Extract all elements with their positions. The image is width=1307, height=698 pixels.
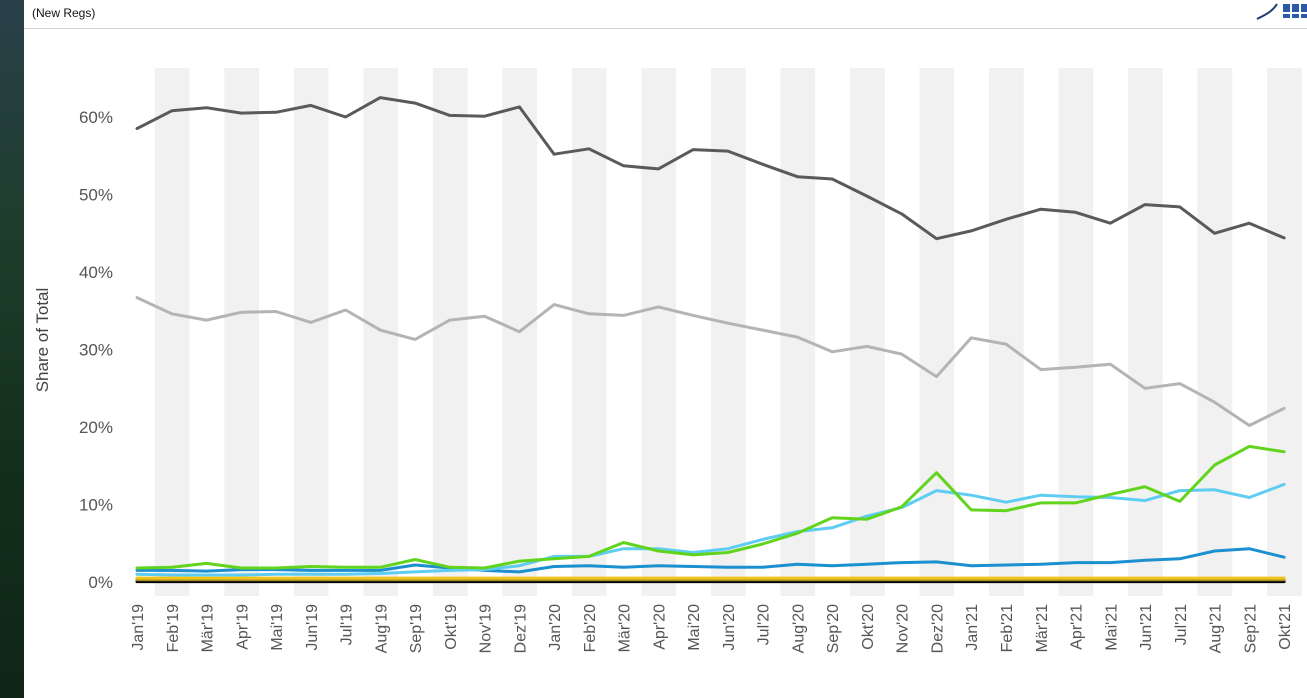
x-tick-label: Feb'21 (999, 604, 1016, 653)
series-line (135, 296, 1286, 427)
y-tick-label: 30% (79, 341, 113, 360)
series-line (135, 547, 1286, 574)
x-tick-label: Sep'20 (825, 604, 842, 653)
x-tick-label: Okt'20 (860, 604, 877, 650)
x-tick-label: Okt'21 (1277, 604, 1294, 650)
x-tick-label: Aug'20 (790, 604, 807, 653)
x-tick-label: Jul'19 (339, 604, 356, 645)
column-band (849, 68, 885, 596)
x-tick-label: Jun'19 (304, 604, 321, 651)
x-tick-label: Aug'21 (1208, 604, 1225, 653)
x-tick-label: Aug'19 (373, 604, 390, 653)
x-tick-label: Mai'19 (269, 604, 286, 651)
x-tick-label: Feb'20 (582, 604, 599, 653)
column-band (1267, 68, 1302, 596)
x-tick-label: Dez'19 (512, 604, 529, 653)
column-band (1128, 68, 1163, 596)
y-tick-label: 40% (79, 263, 113, 282)
x-tick-label: Jun'20 (721, 604, 738, 651)
chart-header: (New Regs) (24, 0, 1307, 29)
background-strip (0, 0, 24, 698)
x-tick-label: Mai'20 (686, 604, 703, 651)
x-tick-label: Okt'19 (443, 604, 460, 650)
x-tick-label: Feb'19 (165, 604, 182, 653)
x-tick-label: Mär'19 (200, 604, 217, 653)
x-tick-label: Apr'21 (1069, 604, 1086, 650)
y-tick-label: 10% (79, 496, 113, 515)
column-band (641, 68, 677, 596)
column-band (154, 68, 190, 596)
x-tick-label: Sep'19 (408, 604, 425, 653)
series-line (135, 96, 1286, 241)
x-tick-label: Jan'19 (130, 604, 147, 651)
x-tick-label: Mär'21 (1034, 604, 1051, 653)
y-tick-label: 60% (79, 108, 113, 127)
x-tick-label: Mär'20 (617, 604, 634, 653)
x-tick-label: Jul'21 (1173, 604, 1190, 645)
y-tick-label: 50% (79, 186, 113, 205)
y-tick-label: 0% (88, 573, 113, 592)
x-tick-label: Jul'20 (756, 604, 773, 645)
x-tick-label: Jan'20 (547, 604, 564, 651)
column-band (780, 68, 816, 596)
x-tick-label: Nov'19 (478, 604, 495, 653)
column-band (919, 68, 955, 596)
column-band (571, 68, 607, 596)
y-axis-label: Share of Total (33, 288, 52, 393)
x-tick-label: Mai'21 (1103, 604, 1120, 651)
column-band (432, 68, 468, 596)
column-band (710, 68, 746, 596)
column-band (293, 68, 329, 596)
x-tick-label: Dez'20 (929, 604, 946, 653)
column-band (1197, 68, 1233, 596)
column-band (224, 68, 260, 596)
series-line (135, 444, 1286, 570)
x-tick-label: Apr'20 (651, 604, 668, 650)
x-tick-label: Jun'21 (1138, 604, 1155, 651)
x-tick-label: Jan'21 (964, 604, 981, 651)
column-band (1058, 68, 1094, 596)
y-tick-label: 20% (79, 418, 113, 437)
x-tick-label: Apr'19 (234, 604, 251, 650)
brand-logo-icon (1256, 3, 1307, 20)
chart-subtitle: (New Regs) (32, 6, 96, 20)
column-band (989, 68, 1024, 596)
x-tick-label: Nov'20 (895, 604, 912, 653)
x-tick-label: Sep'21 (1242, 604, 1259, 653)
